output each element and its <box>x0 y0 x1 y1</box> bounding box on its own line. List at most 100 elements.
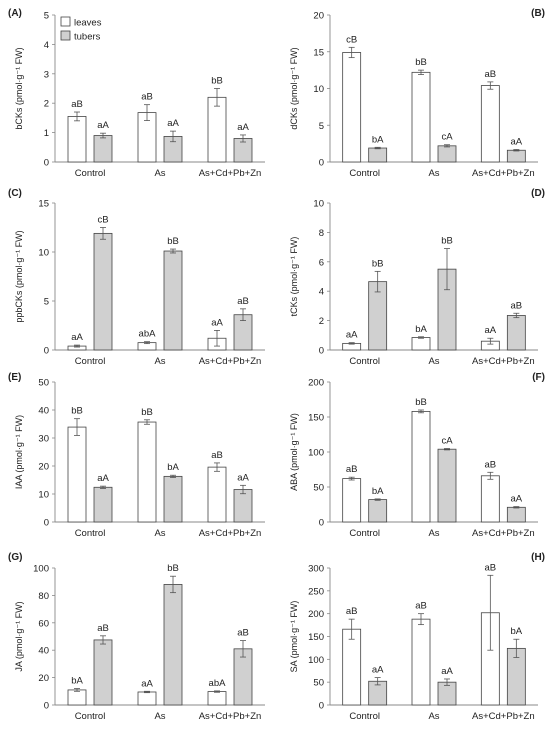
y-tick-label: 0 <box>319 518 324 529</box>
y-tick-label: 4 <box>319 287 324 298</box>
chart-panel-2: (B) 0 5 10 15 20 dCKs (pmol·g⁻¹ FW) Control cB bA… <box>289 8 545 179</box>
bar <box>411 71 431 163</box>
data-label: aA <box>485 325 497 336</box>
x-tick-label: As+Cd+Pb+Zn <box>472 168 535 179</box>
bar <box>67 116 87 163</box>
x-tick-label: As <box>428 168 439 179</box>
y-tick-label: 50 <box>38 378 49 389</box>
panel-label: (D) <box>531 188 545 199</box>
data-label: bA <box>167 462 179 473</box>
legend-entry: tubers <box>74 32 101 43</box>
y-tick-label: 10 <box>38 490 49 501</box>
data-label: aA <box>97 473 109 484</box>
y-tick-label: 10 <box>38 248 49 259</box>
data-label: bA <box>415 324 427 335</box>
legend-swatch <box>60 30 71 41</box>
bar <box>163 475 183 523</box>
bar <box>411 410 431 523</box>
legend-swatch <box>60 16 71 27</box>
x-tick-label: Control <box>75 711 106 722</box>
bar <box>368 147 388 163</box>
data-label: aA <box>372 665 384 676</box>
y-tick-label: 80 <box>38 591 49 602</box>
data-label: bA <box>511 626 523 637</box>
y-tick-label: 0 <box>319 346 324 357</box>
x-tick-label: As+Cd+Pb+Zn <box>199 528 262 539</box>
data-label: bB <box>441 236 453 247</box>
bar <box>506 315 526 351</box>
y-tick-label: 200 <box>308 609 324 620</box>
y-tick-label: 10 <box>313 199 324 210</box>
y-axis-label: bCKs (pmol·g⁻¹ FW) <box>14 47 24 129</box>
legend-entry: leaves <box>74 18 102 29</box>
y-tick-label: 100 <box>33 564 49 575</box>
y-tick-label: 10 <box>313 84 324 95</box>
y-tick-label: 0 <box>44 346 49 357</box>
x-tick-label: As <box>428 528 439 539</box>
bar <box>506 149 526 163</box>
data-label: cB <box>346 34 357 45</box>
bar <box>342 478 362 523</box>
chart-panel-6: (F) 0 50 100 150 200 ABA (pmol·g⁻¹ FW) Control a… <box>289 372 545 539</box>
x-tick-label: As <box>154 528 165 539</box>
data-label: cB <box>97 215 108 226</box>
data-label: aA <box>211 317 223 328</box>
data-label: aB <box>211 450 223 461</box>
bar <box>368 499 388 523</box>
data-label: cA <box>441 132 453 143</box>
data-label: aA <box>511 137 523 148</box>
x-tick-label: As+Cd+Pb+Zn <box>472 356 535 367</box>
chart-panel-1: (A) 0 1 2 3 4 5 bCKs (pmol·g⁻¹ FW) Control aB aA As… <box>8 8 265 179</box>
bar <box>437 448 457 523</box>
y-tick-label: 300 <box>308 564 324 575</box>
y-tick-label: 20 <box>38 462 49 473</box>
y-tick-label: 5 <box>44 11 49 22</box>
data-label: bB <box>141 407 153 418</box>
bar <box>67 426 87 523</box>
data-label: bB <box>167 236 179 247</box>
x-tick-label: As <box>154 168 165 179</box>
chart-panel-3: (C) 0 5 10 15 ppbCKs (pmol·g⁻¹ FW) Control aA cB… <box>8 188 265 367</box>
data-label: aA <box>237 122 249 133</box>
y-tick-label: 20 <box>313 11 324 22</box>
y-tick-label: 60 <box>38 618 49 629</box>
y-tick-label: 40 <box>38 646 49 657</box>
bar <box>480 475 500 523</box>
y-tick-label: 150 <box>308 413 324 424</box>
x-tick-label: Control <box>75 356 106 367</box>
y-tick-label: 3 <box>44 69 49 80</box>
y-tick-label: 30 <box>38 434 49 445</box>
x-tick-label: As+Cd+Pb+Zn <box>199 168 262 179</box>
x-tick-label: As <box>428 711 439 722</box>
y-tick-label: 8 <box>319 228 324 239</box>
panel-label: (A) <box>8 8 22 19</box>
y-tick-label: 5 <box>44 297 49 308</box>
y-tick-label: 40 <box>38 406 49 417</box>
data-label: bB <box>415 397 427 408</box>
y-tick-label: 1 <box>44 128 49 139</box>
data-label: bB <box>71 406 83 417</box>
data-label: aB <box>141 92 153 103</box>
x-tick-label: As+Cd+Pb+Zn <box>472 711 535 722</box>
data-label: aA <box>167 118 179 129</box>
y-axis-label: ppbCKs (pmol·g⁻¹ FW) <box>14 230 24 322</box>
panel-label: (C) <box>8 188 22 199</box>
data-label: aB <box>485 69 497 80</box>
data-label: cA <box>441 436 453 447</box>
panel-label: (G) <box>8 552 22 563</box>
y-tick-label: 0 <box>319 158 324 169</box>
data-label: bB <box>415 57 427 68</box>
data-label: aB <box>485 562 497 573</box>
x-tick-label: Control <box>75 528 106 539</box>
chart-panel-5: (E) 0 10 20 30 40 50 IAA (pmol·g⁻¹ FW) Control bB… <box>8 372 265 539</box>
data-label: abA <box>209 678 227 689</box>
y-tick-label: 15 <box>38 199 49 210</box>
y-tick-label: 4 <box>44 40 49 51</box>
y-tick-label: 150 <box>308 632 324 643</box>
y-tick-label: 6 <box>319 257 324 268</box>
bar <box>137 691 157 706</box>
data-label: aA <box>141 678 153 689</box>
y-axis-label: tCKs (pmol·g⁻¹ FW) <box>289 237 299 317</box>
x-tick-label: Control <box>75 168 106 179</box>
